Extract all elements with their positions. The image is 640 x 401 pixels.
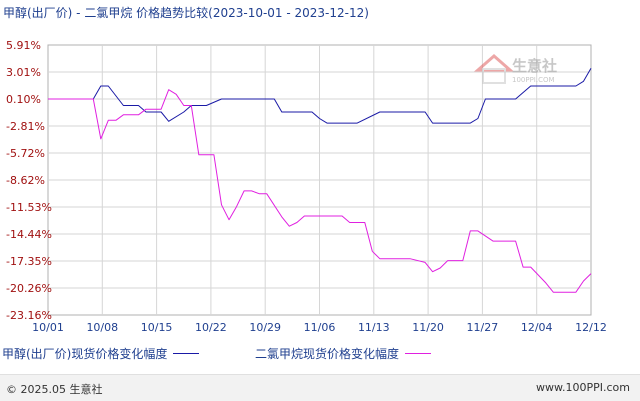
x-tick-label: 11/06 [304,321,336,334]
house-body-icon [482,68,506,84]
series-lines [48,68,592,293]
x-axis-tick-labels: 10/01 10/08 10/15 10/22 10/29 11/06 11/13 11/20… [32,321,607,334]
x-tick-label: 10/15 [141,321,173,334]
y-tick-label: -17.35% [6,255,52,268]
x-tick-label: 10/08 [86,321,118,334]
x-tick-label: 10/29 [249,321,281,334]
watermark-logo: 生意社 100PPI.COM [474,54,557,84]
y-tick-label: 5.91% [6,39,41,52]
series-line-methanol [48,68,592,124]
grid-lines [48,45,591,315]
x-tick-label: 10/22 [195,321,227,334]
x-tick-label: 12/04 [521,321,553,334]
x-tick-label: 12/12 [575,321,607,334]
x-tick-label: 11/13 [358,321,390,334]
legend: 甲醇(出厂价)现货价格变化幅度 二氯甲烷现货价格变化幅度 [0,345,640,365]
watermark-url: 100PPI.COM [512,76,555,84]
y-tick-label: -2.81% [6,120,45,133]
chart-title: 甲醇(出厂价) - 二氯甲烷 价格趋势比较(2023-10-01 - 2023-… [3,6,369,20]
y-axis-tick-labels: 5.91% 3.01% 0.10% -2.81% -5.72% -8.62% -11.53%… [6,39,52,322]
legend-label-methanol: 甲醇(出厂价)现货价格变化幅度 [2,347,168,361]
footer-copyright: © 2025.05 生意社 [6,383,103,396]
y-tick-label: -20.26% [6,282,52,295]
legend-swatch-dcm [405,353,432,354]
y-tick-label: -23.16% [6,309,52,322]
legend-item-dcm: 二氯甲烷现货价格变化幅度 [255,345,432,362]
x-tick-label: 11/20 [412,321,444,334]
legend-label-dcm: 二氯甲烷现货价格变化幅度 [255,347,400,361]
legend-item-methanol: 甲醇(出厂价)现货价格变化幅度 [2,345,200,362]
y-tick-label: 0.10% [6,93,41,106]
series-line-dichloromethane [48,89,592,293]
x-tick-label: 11/27 [467,321,499,334]
footer-bar: © 2025.05 生意社 www.100PPI.com [0,374,640,401]
y-tick-label: -11.53% [6,201,52,214]
y-tick-label: -8.62% [6,174,45,187]
y-tick-label: -5.72% [6,147,45,160]
legend-swatch-methanol [173,353,200,354]
watermark-name: 生意社 [512,57,557,75]
y-tick-label: -14.44% [6,228,52,241]
x-tick-label: 10/01 [32,321,64,334]
footer-site-link[interactable]: www.100PPI.com [536,381,630,394]
y-tick-label: 3.01% [6,66,41,79]
